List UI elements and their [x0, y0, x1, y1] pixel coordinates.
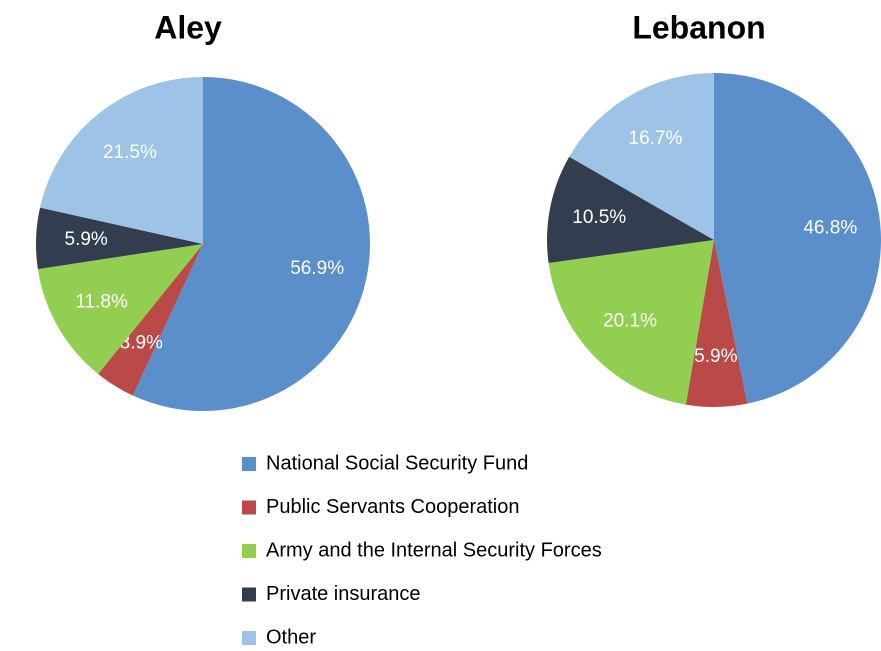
legend-label: Other — [266, 626, 316, 648]
value-label: 56.9% — [290, 258, 344, 279]
value-label: 21.5% — [103, 142, 157, 163]
pie-slice — [714, 73, 881, 404]
pie-title: Lebanon — [632, 9, 765, 45]
pie-slice — [548, 240, 714, 405]
value-label: 46.8% — [803, 217, 857, 238]
legend-label: Public Servants Cooperation — [266, 496, 519, 518]
pie-slice — [98, 244, 203, 396]
value-label: 20.1% — [603, 310, 657, 331]
value-label: 11.8% — [75, 291, 128, 312]
pie-slice — [36, 207, 203, 270]
pie-slice — [132, 77, 370, 411]
value-label: 5.9% — [65, 229, 108, 250]
pie-slice — [40, 77, 204, 244]
legend-label: Army and the Internal Security Forces — [266, 539, 602, 561]
legend-swatch — [242, 631, 256, 645]
legend-swatch — [242, 587, 256, 602]
pie-slice — [685, 240, 748, 408]
pie-slice — [569, 73, 714, 240]
pie-title: Aley — [154, 9, 222, 45]
value-label: 10.5% — [572, 207, 626, 228]
legend-swatch — [242, 457, 256, 471]
legend-swatch — [242, 544, 256, 558]
legend-label: National Social Security Fund — [266, 452, 528, 474]
legend-swatch — [242, 500, 256, 515]
value-label: 5.9% — [694, 346, 737, 367]
legend-label: Private insurance — [266, 583, 421, 605]
pie-slice — [37, 244, 203, 375]
value-label: 16.7% — [629, 128, 683, 149]
value-label: 3.9% — [120, 332, 163, 353]
pie-slice — [547, 156, 714, 264]
